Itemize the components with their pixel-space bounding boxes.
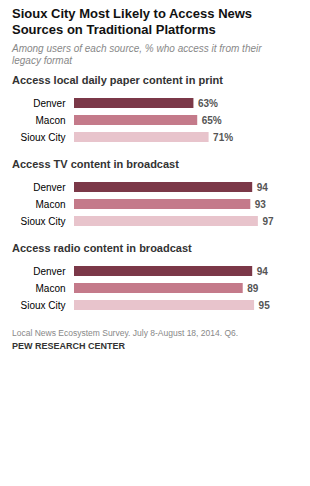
svg-text:Sioux City: Sioux City [20, 215, 65, 226]
svg-text:65%: 65% [202, 114, 222, 125]
html-text:Access TV content in broadcast: Access TV content in broadcast [12, 157, 179, 170]
svg-text:94: 94 [257, 265, 269, 276]
html-text:Sioux City Most Likely to Acce: Sioux City Most Likely to Access News So… [12, 6, 253, 38]
svg-text:97: 97 [262, 215, 274, 226]
svg-text:Sioux City: Sioux City [20, 131, 65, 142]
html-text:Local News Ecosystem Survey. J: Local News Ecosystem Survey. July 8-Augu… [12, 327, 239, 338]
svg-text:93: 93 [255, 198, 267, 209]
html-text:Access radio content in broadc: Access radio content in broadcast [12, 241, 192, 254]
html-text:Access local daily paper conte: Access local daily paper content in prin… [12, 73, 223, 86]
svg-text:Denver: Denver [33, 97, 66, 108]
svg-text:Denver: Denver [33, 181, 66, 192]
html-text:Among users of each source, %: Among users of each source, % who access… [12, 42, 262, 66]
svg-text:Macon: Macon [35, 282, 65, 293]
svg-text:Macon: Macon [35, 198, 65, 209]
svg-text:94: 94 [257, 181, 269, 192]
svg-text:63%: 63% [198, 97, 218, 108]
svg-text:Denver: Denver [33, 265, 66, 276]
svg-text:89: 89 [247, 282, 259, 293]
svg-text:71%: 71% [213, 131, 233, 142]
svg-text:95: 95 [259, 299, 271, 310]
svg-text:Sioux City: Sioux City [20, 299, 65, 310]
svg-text:Macon: Macon [35, 114, 65, 125]
html-text:PEW RESEARCH CENTER: PEW RESEARCH CENTER [12, 340, 125, 351]
